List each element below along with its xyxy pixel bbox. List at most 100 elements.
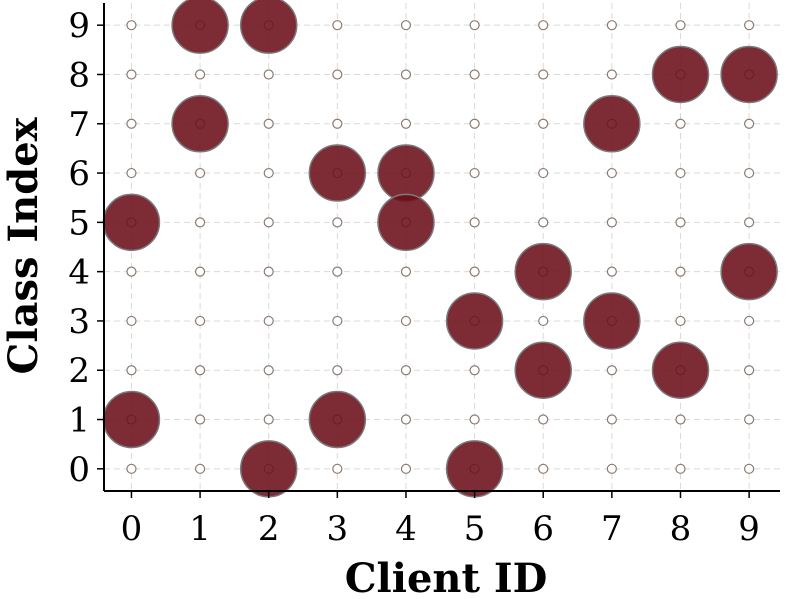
background-marker: [675, 315, 686, 327]
background-marker: [126, 315, 137, 327]
background-marker: [744, 463, 755, 474]
data-point: [377, 144, 435, 202]
background-marker: [744, 315, 755, 327]
background-marker: [194, 266, 206, 277]
background-marker: [538, 167, 549, 179]
background-marker: [744, 365, 755, 376]
background-marker: [744, 118, 755, 129]
y-tick-label: 7: [68, 105, 90, 145]
background-marker: [126, 463, 137, 474]
background-marker: [538, 217, 549, 228]
tick-labels: 0 1 2 3 4 5 6 7 8 9 0 1 2 3 4 5 6 7 8 9: [68, 6, 760, 549]
background-marker: [400, 315, 412, 327]
background-marker: [606, 167, 617, 179]
y-tick-label: 5: [68, 203, 90, 243]
background-marker: [194, 167, 206, 179]
background-marker: [263, 118, 274, 129]
data-point: [445, 292, 504, 350]
data-point: [308, 144, 367, 202]
background-marker: [332, 266, 343, 277]
background-marker: [538, 69, 549, 80]
background-marker: [744, 20, 755, 31]
data-point: [514, 341, 572, 399]
background-marker: [194, 365, 206, 376]
background-marker: [263, 167, 274, 179]
data-point: [514, 242, 572, 301]
background-marker: [400, 69, 412, 80]
y-tick-label: 2: [68, 351, 90, 391]
background-marker: [744, 414, 755, 425]
background-marker: [332, 20, 343, 31]
background-marker: [332, 217, 343, 228]
data-point: [308, 390, 367, 449]
background-marker: [469, 266, 480, 277]
data-point: [651, 45, 710, 104]
background-marker: [400, 118, 412, 129]
background-marker: [126, 266, 137, 277]
x-tick-label: 9: [738, 509, 760, 549]
x-tick-label: 1: [189, 509, 211, 549]
background-marker: [606, 217, 617, 228]
background-marker: [332, 315, 343, 327]
background-marker: [675, 266, 686, 277]
background-marker: [675, 217, 686, 228]
background-marker: [263, 365, 274, 376]
background-marker: [675, 118, 686, 129]
background-marker: [126, 20, 137, 31]
background-marker: [469, 69, 480, 80]
background-marker: [469, 118, 480, 129]
background-marker: [400, 266, 412, 277]
background-marker: [606, 69, 617, 80]
background-marker: [400, 365, 412, 376]
data-point: [445, 440, 504, 498]
x-tick-label: 2: [258, 509, 280, 549]
background-marker: [263, 414, 274, 425]
background-marker: [606, 414, 617, 425]
background-marker: [126, 365, 137, 376]
background-marker: [744, 167, 755, 179]
background-marker: [469, 217, 480, 228]
background-marker: [400, 20, 412, 31]
data-point: [239, 440, 298, 498]
background-marker: [194, 414, 206, 425]
background-marker: [606, 365, 617, 376]
background-marker: [126, 69, 137, 80]
data-point: [239, 0, 298, 54]
data-point: [720, 242, 778, 301]
data-point: [720, 45, 778, 104]
background-marker: [194, 315, 206, 327]
background-marker: [744, 217, 755, 228]
background-marker: [332, 118, 343, 129]
background-marker: [194, 217, 206, 228]
background-marker: [263, 315, 274, 327]
background-marker: [606, 266, 617, 277]
data-point: [171, 0, 229, 54]
axes: [97, 3, 780, 498]
background-marker: [469, 20, 480, 31]
data-points: [102, 0, 778, 498]
y-axis-label: Class Index: [0, 116, 47, 374]
data-point: [171, 95, 229, 153]
background-marker: [538, 315, 549, 327]
background-marker: [469, 167, 480, 179]
background-marker: [332, 69, 343, 80]
x-axis-label: Client ID: [345, 555, 548, 599]
background-marker: [126, 167, 137, 179]
background-marker: [675, 167, 686, 179]
data-point: [377, 193, 435, 252]
y-tick-label: 8: [68, 55, 90, 95]
y-tick-label: 0: [68, 450, 90, 490]
x-tick-label: 3: [327, 509, 349, 549]
y-tick-label: 6: [68, 154, 90, 194]
background-marker: [606, 463, 617, 474]
x-tick-label: 5: [464, 509, 486, 549]
data-point: [102, 193, 161, 252]
data-point: [651, 341, 710, 399]
background-marker: [538, 118, 549, 129]
y-tick-label: 4: [68, 253, 90, 293]
background-marker: [332, 365, 343, 376]
background-marker: [538, 414, 549, 425]
x-tick-label: 8: [670, 509, 692, 549]
data-point: [583, 292, 641, 350]
x-tick-label: 4: [395, 509, 417, 549]
